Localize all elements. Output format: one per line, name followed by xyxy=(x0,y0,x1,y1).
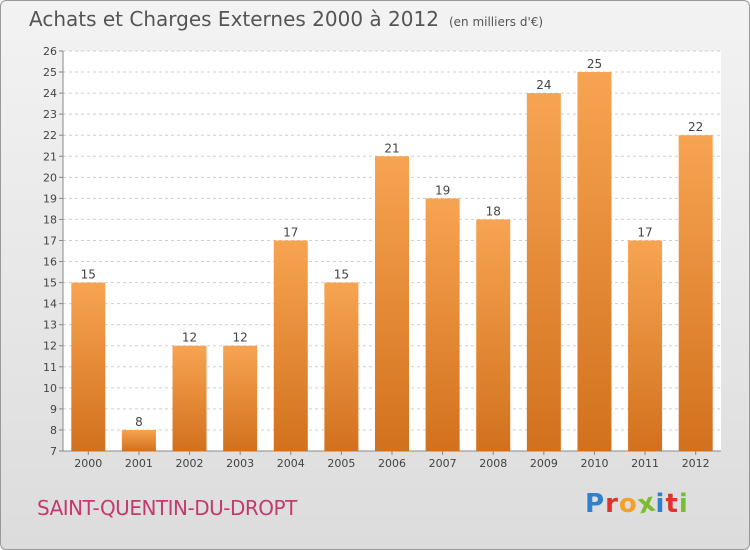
bar xyxy=(71,282,106,451)
chart-title: Achats et Charges Externes 2000 à 2012 (e… xyxy=(29,7,543,31)
y-tick-label: 17 xyxy=(43,234,57,247)
y-tick-label: 24 xyxy=(43,87,57,100)
city-name: SAINT-QUENTIN-DU-DROPT xyxy=(37,496,297,520)
y-tick-label: 21 xyxy=(43,150,57,163)
bar xyxy=(273,240,308,451)
data-label: 25 xyxy=(587,57,602,71)
bar xyxy=(375,156,409,451)
y-tick-label: 22 xyxy=(43,129,57,142)
data-label: 19 xyxy=(435,183,450,197)
x-tick-label: 2010 xyxy=(580,457,608,470)
data-label: 17 xyxy=(283,225,298,239)
y-tick-label: 18 xyxy=(43,213,57,226)
x-tick-label: 2007 xyxy=(429,457,457,470)
proxiti-logo: Proxiti xyxy=(585,487,689,520)
bar xyxy=(628,240,663,451)
data-label: 24 xyxy=(536,78,551,92)
x-tick-label: 2011 xyxy=(631,457,659,470)
x-tick-label: 2009 xyxy=(530,457,558,470)
bar xyxy=(678,135,713,452)
x-tick-label: 2001 xyxy=(125,457,153,470)
data-label: 22 xyxy=(688,120,703,134)
y-tick-label: 9 xyxy=(50,403,57,416)
logo-letter: r xyxy=(605,489,619,519)
x-tick-label: 2000 xyxy=(74,457,102,470)
x-tick-label: 2004 xyxy=(277,457,305,470)
x-tick-label: 2002 xyxy=(176,457,204,470)
logo-letter: i xyxy=(678,489,689,519)
y-tick-label: 7 xyxy=(50,445,57,458)
y-tick-label: 8 xyxy=(50,424,57,437)
bar xyxy=(121,429,156,451)
y-tick-label: 15 xyxy=(43,277,57,290)
chart-title-text: Achats et Charges Externes 2000 à 2012 xyxy=(29,7,439,31)
y-tick-label: 19 xyxy=(43,192,57,205)
logo-letter: o xyxy=(618,489,638,519)
y-tick-label: 23 xyxy=(43,108,57,121)
data-label: 21 xyxy=(384,141,399,155)
logo-letter: t xyxy=(665,489,679,519)
data-label: 15 xyxy=(81,268,96,282)
y-tick-label: 25 xyxy=(43,66,57,79)
data-label: 12 xyxy=(182,331,197,345)
data-label: 18 xyxy=(486,204,501,218)
bar xyxy=(425,198,460,451)
x-tick-label: 2005 xyxy=(327,457,355,470)
y-tick-label: 16 xyxy=(43,256,57,269)
y-tick-label: 14 xyxy=(43,298,57,311)
x-tick-label: 2003 xyxy=(226,457,254,470)
y-tick-label: 11 xyxy=(43,361,57,374)
bar xyxy=(476,219,511,451)
data-label: 8 xyxy=(135,415,143,429)
x-tick-label: 2006 xyxy=(378,457,406,470)
y-tick-label: 10 xyxy=(43,382,57,395)
x-tick-label: 2008 xyxy=(479,457,507,470)
data-label: 15 xyxy=(334,268,349,282)
y-tick-label: 26 xyxy=(43,45,57,58)
data-label: 12 xyxy=(233,331,248,345)
x-tick-label: 2012 xyxy=(682,457,710,470)
bar xyxy=(526,93,561,452)
bar xyxy=(324,282,359,451)
y-tick-label: 13 xyxy=(43,319,57,332)
bar xyxy=(223,345,258,451)
logo-letter: P xyxy=(585,489,606,519)
y-tick-label: 20 xyxy=(43,171,57,184)
logo-letter: i xyxy=(655,489,666,519)
unit-label: (en milliers d'€) xyxy=(448,15,544,29)
y-tick-label: 12 xyxy=(43,340,57,353)
bar xyxy=(172,345,207,451)
data-label: 17 xyxy=(637,225,652,239)
bar xyxy=(577,72,612,451)
